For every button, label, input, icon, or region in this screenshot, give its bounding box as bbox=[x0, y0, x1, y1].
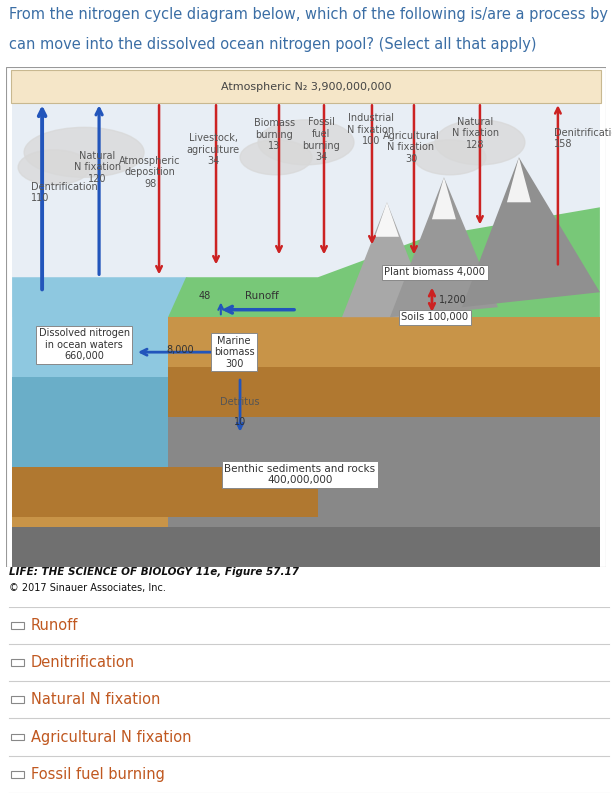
Text: Marine
biomass
300: Marine biomass 300 bbox=[214, 335, 255, 369]
Polygon shape bbox=[342, 202, 432, 317]
Ellipse shape bbox=[258, 120, 354, 165]
Text: Industrial
N fixation
100: Industrial N fixation 100 bbox=[347, 113, 394, 147]
Text: Runoff: Runoff bbox=[31, 618, 78, 633]
Text: Fossil fuel burning: Fossil fuel burning bbox=[31, 767, 165, 782]
Ellipse shape bbox=[24, 128, 144, 178]
FancyBboxPatch shape bbox=[11, 622, 24, 629]
Text: 8,000: 8,000 bbox=[166, 345, 194, 354]
Polygon shape bbox=[168, 367, 600, 417]
FancyBboxPatch shape bbox=[11, 71, 601, 103]
Polygon shape bbox=[12, 278, 318, 377]
Text: Biomass
burning
13: Biomass burning 13 bbox=[253, 118, 295, 151]
Text: © 2017 Sinauer Associates, Inc.: © 2017 Sinauer Associates, Inc. bbox=[9, 583, 166, 593]
Text: Soils 100,000: Soils 100,000 bbox=[401, 312, 469, 322]
Polygon shape bbox=[462, 157, 600, 307]
Polygon shape bbox=[168, 207, 600, 317]
Polygon shape bbox=[390, 178, 498, 317]
Text: Runoff: Runoff bbox=[245, 291, 278, 301]
Text: Dissolved nitrogen
in ocean waters
660,000: Dissolved nitrogen in ocean waters 660,0… bbox=[39, 328, 130, 362]
FancyBboxPatch shape bbox=[11, 771, 24, 778]
FancyBboxPatch shape bbox=[11, 734, 24, 741]
Text: 1,200: 1,200 bbox=[439, 295, 467, 305]
Polygon shape bbox=[507, 157, 531, 202]
Bar bbox=[12, 467, 318, 517]
Text: Denitrification
158: Denitrification 158 bbox=[554, 128, 612, 149]
Polygon shape bbox=[432, 178, 456, 220]
Text: Atmospheric
deposition
98: Atmospheric deposition 98 bbox=[119, 155, 181, 189]
Polygon shape bbox=[375, 202, 399, 237]
Text: Agricultural N fixation: Agricultural N fixation bbox=[31, 730, 191, 745]
Ellipse shape bbox=[435, 120, 525, 165]
Text: Fossil
fuel
burning
34: Fossil fuel burning 34 bbox=[302, 117, 340, 163]
Text: Natural
N fixation
128: Natural N fixation 128 bbox=[452, 117, 499, 150]
Ellipse shape bbox=[240, 140, 312, 174]
Bar bbox=[12, 517, 168, 567]
Text: LIFE: THE SCIENCE OF BIOLOGY 11e, Figure 57.17: LIFE: THE SCIENCE OF BIOLOGY 11e, Figure… bbox=[9, 567, 299, 577]
Text: Natural
N fixation
120: Natural N fixation 120 bbox=[73, 151, 121, 184]
Bar bbox=[12, 527, 600, 567]
FancyBboxPatch shape bbox=[11, 696, 24, 703]
Text: 48: 48 bbox=[199, 291, 211, 301]
Text: Denitrification: Denitrification bbox=[31, 655, 135, 670]
Polygon shape bbox=[12, 377, 318, 467]
Ellipse shape bbox=[414, 140, 486, 174]
FancyBboxPatch shape bbox=[11, 659, 24, 666]
Text: Detritus: Detritus bbox=[220, 397, 259, 407]
Text: Agricultural
N fixation
30: Agricultural N fixation 30 bbox=[382, 131, 439, 164]
Text: can move into the dissolved ocean nitrogen pool? (Select all that apply): can move into the dissolved ocean nitrog… bbox=[9, 36, 537, 52]
Text: From the nitrogen cycle diagram below, which of the following is/are a process b: From the nitrogen cycle diagram below, w… bbox=[9, 7, 612, 22]
Text: Dentrification
110: Dentrification 110 bbox=[31, 182, 98, 203]
Bar bbox=[12, 102, 600, 317]
Text: Plant biomass 4,000: Plant biomass 4,000 bbox=[384, 267, 485, 278]
Text: 10: 10 bbox=[234, 417, 246, 427]
Text: Benthic sediments and rocks
400,000,000: Benthic sediments and rocks 400,000,000 bbox=[225, 464, 376, 485]
Text: Atmospheric N₂ 3,900,000,000: Atmospheric N₂ 3,900,000,000 bbox=[221, 82, 391, 92]
Bar bbox=[168, 417, 600, 567]
Text: Natural N fixation: Natural N fixation bbox=[31, 692, 160, 707]
Ellipse shape bbox=[18, 150, 90, 185]
Text: Livestock,
agriculture
34: Livestock, agriculture 34 bbox=[187, 133, 240, 167]
Polygon shape bbox=[168, 317, 600, 367]
